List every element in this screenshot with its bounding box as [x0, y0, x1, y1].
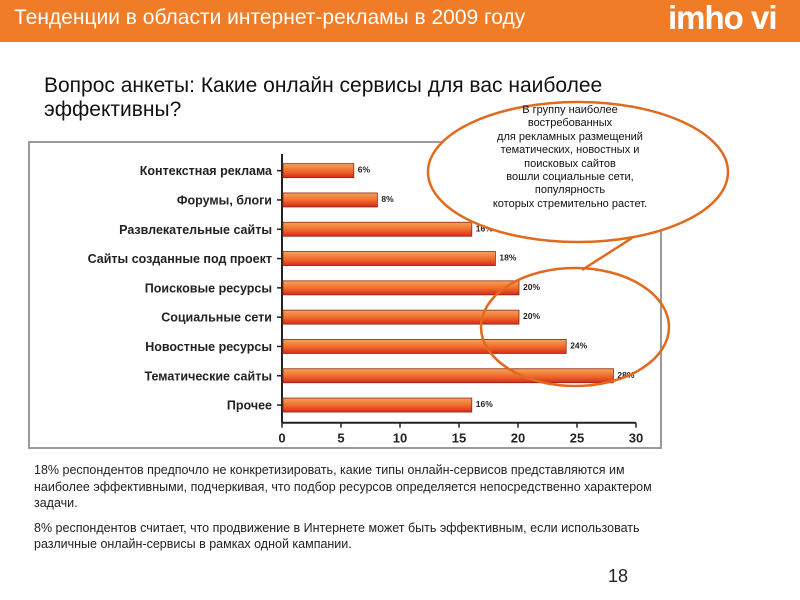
bar [282, 251, 496, 266]
category-label: Форумы, блоги [177, 193, 272, 207]
category-label: Сайты созданные под проект [88, 252, 272, 266]
x-tick-label: 15 [452, 431, 466, 446]
x-tick-label: 30 [629, 431, 643, 446]
bar [282, 309, 520, 325]
category-label: Тематические сайты [144, 369, 272, 383]
brand-logo: imho vi [668, 0, 778, 36]
callout-line: востребованных [527, 117, 613, 130]
header-bar: Тенденции в области интернет-рекламы в 2… [0, 0, 800, 42]
value-label: 18% [499, 253, 516, 263]
category-label: Контекстная реклама [140, 164, 273, 178]
category-label: Социальные сети [161, 311, 272, 325]
slide-title: Тенденции в области интернет-рекламы в 2… [14, 6, 526, 29]
callout-text: В группу наиболее востребованных для рек… [470, 104, 670, 211]
page-number: 18 [608, 566, 629, 586]
category-label: Поисковые ресурсы [145, 281, 272, 295]
notes: 18% респондентов предпочло не конкретизи… [34, 462, 674, 561]
note-paragraph: 18% респондентов предпочло не конкретизи… [34, 463, 652, 510]
category-label: Развлекательные сайты [119, 223, 272, 237]
callout-line: вошли социальные сети, [506, 171, 634, 184]
survey-question: Вопрос анкеты: Какие онлайн сервисы для … [44, 74, 603, 121]
x-tick-label: 5 [337, 431, 344, 446]
value-label: 8% [381, 194, 394, 204]
x-tick-label: 25 [570, 431, 584, 446]
value-label: 16% [476, 399, 493, 409]
value-label: 6% [358, 165, 371, 175]
callout-line: В группу наиболее [522, 104, 618, 116]
callout-line: поисковых сайтов [524, 157, 616, 170]
bar [282, 163, 355, 179]
value-label: 24% [570, 340, 587, 350]
category-label: Новостные ресурсы [145, 340, 272, 354]
callout-line: популярность [534, 184, 606, 197]
x-tick-label: 0 [278, 431, 285, 446]
note-paragraph: 8% респондентов считает, что продвижение… [34, 520, 640, 552]
bar [282, 221, 473, 237]
callout-line: для рекламных размещений [497, 130, 643, 143]
callout-line: которых стремительно растет. [492, 197, 648, 210]
bar [282, 280, 520, 296]
value-label: 20% [523, 282, 540, 292]
bar [282, 339, 567, 354]
value-label: 28% [617, 370, 634, 380]
bar [282, 397, 473, 413]
bar [282, 368, 614, 384]
callout-line: тематических, новостных и [500, 144, 640, 157]
bar [282, 192, 378, 208]
value-label: 20% [523, 311, 540, 321]
x-tick-label: 10 [393, 431, 407, 446]
value-label: 16% [476, 223, 493, 233]
x-tick-label: 20 [511, 431, 525, 446]
category-label: Прочее [227, 399, 272, 413]
